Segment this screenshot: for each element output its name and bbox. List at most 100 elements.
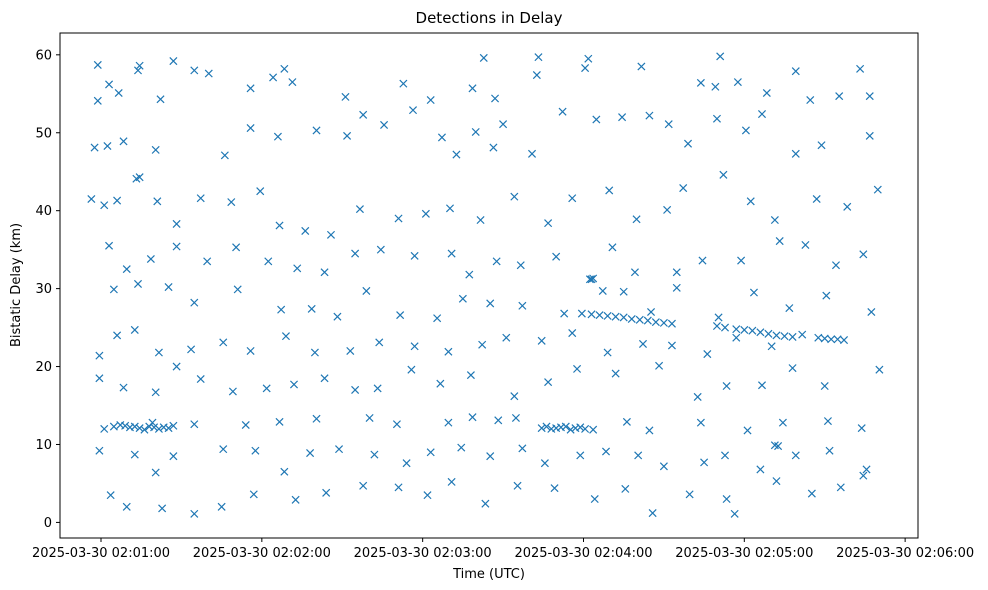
data-point [151, 388, 160, 397]
data-point [798, 330, 807, 339]
data-point [733, 78, 742, 87]
data-point [757, 381, 767, 390]
data-point [273, 132, 282, 141]
data-point [722, 495, 731, 504]
data-point [133, 66, 143, 75]
data-point [465, 270, 474, 279]
data-point [370, 450, 379, 459]
data-point [770, 216, 779, 225]
data-point [584, 54, 593, 63]
data-point [831, 261, 841, 270]
data-point [537, 336, 546, 345]
data-point [172, 219, 181, 228]
data-point [672, 283, 681, 292]
data-point [133, 279, 143, 288]
data-point [341, 92, 350, 101]
data-point [100, 201, 109, 210]
data-point [679, 184, 688, 193]
data-point [106, 491, 115, 500]
data-point [712, 114, 721, 123]
data-point [444, 347, 453, 356]
data-point [219, 338, 228, 347]
data-point [619, 313, 628, 322]
data-point [827, 335, 836, 344]
data-point [481, 499, 490, 508]
data-point [190, 66, 199, 75]
data-point [426, 448, 435, 457]
data-point [511, 413, 520, 423]
data-point [489, 143, 498, 152]
data-point [436, 379, 445, 388]
data-point [859, 471, 868, 480]
data-point [518, 301, 527, 310]
data-point [156, 95, 165, 104]
data-point [93, 60, 102, 69]
data-point [743, 426, 752, 435]
data-point [312, 414, 321, 423]
data-point [637, 62, 646, 71]
y-tick-label-6: 60 [35, 48, 52, 63]
data-point [719, 170, 728, 179]
data-point [865, 92, 874, 101]
data-point [544, 378, 553, 387]
data-point [510, 392, 519, 401]
data-point [589, 274, 598, 283]
data-point [93, 96, 102, 105]
data-point [820, 382, 829, 391]
data-point [552, 252, 561, 261]
data-point [219, 445, 228, 454]
data-point [491, 94, 500, 103]
data-point [307, 304, 316, 313]
data-point [169, 452, 178, 461]
x-axis: 2025-03-30 02:01:00 2025-03-30 02:02:00 20… [32, 538, 974, 561]
data-point [587, 310, 596, 319]
data-point [737, 256, 746, 265]
data-point [486, 452, 495, 461]
data-point [150, 423, 159, 432]
data-point [621, 484, 630, 493]
data-point [712, 322, 721, 331]
data-point [732, 325, 741, 334]
data-point [643, 316, 652, 325]
data-point [581, 64, 590, 73]
data-point [164, 424, 173, 433]
data-point [772, 477, 781, 486]
data-point [730, 509, 739, 518]
data-points [87, 52, 884, 518]
data-point [560, 309, 569, 318]
data-point [622, 417, 631, 426]
data-point [865, 131, 874, 140]
data-point [698, 256, 707, 265]
data-point [835, 92, 844, 101]
data-point [518, 444, 527, 453]
data-point [635, 315, 644, 324]
data-point [714, 313, 723, 322]
data-point [288, 78, 297, 87]
data-point [648, 509, 657, 518]
data-point [537, 424, 546, 433]
data-point [190, 420, 199, 429]
data-point [335, 445, 344, 454]
x-tick-label-5: 2025-03-30 02:06:00 [836, 546, 974, 561]
data-point [532, 71, 541, 80]
data-point [135, 61, 144, 70]
data-point [785, 304, 794, 313]
data-point [151, 145, 160, 154]
data-point [550, 484, 559, 493]
data-point [343, 131, 352, 140]
data-point [154, 348, 163, 357]
data-point [130, 422, 139, 431]
data-point [856, 64, 865, 73]
data-point [109, 285, 118, 294]
data-point [130, 450, 139, 459]
data-point [103, 141, 112, 151]
data-point [619, 287, 628, 296]
data-point [365, 413, 374, 423]
data-point [825, 446, 834, 455]
data-point [220, 151, 229, 160]
data-point [113, 331, 122, 340]
data-point [764, 329, 773, 338]
data-point [722, 382, 731, 391]
